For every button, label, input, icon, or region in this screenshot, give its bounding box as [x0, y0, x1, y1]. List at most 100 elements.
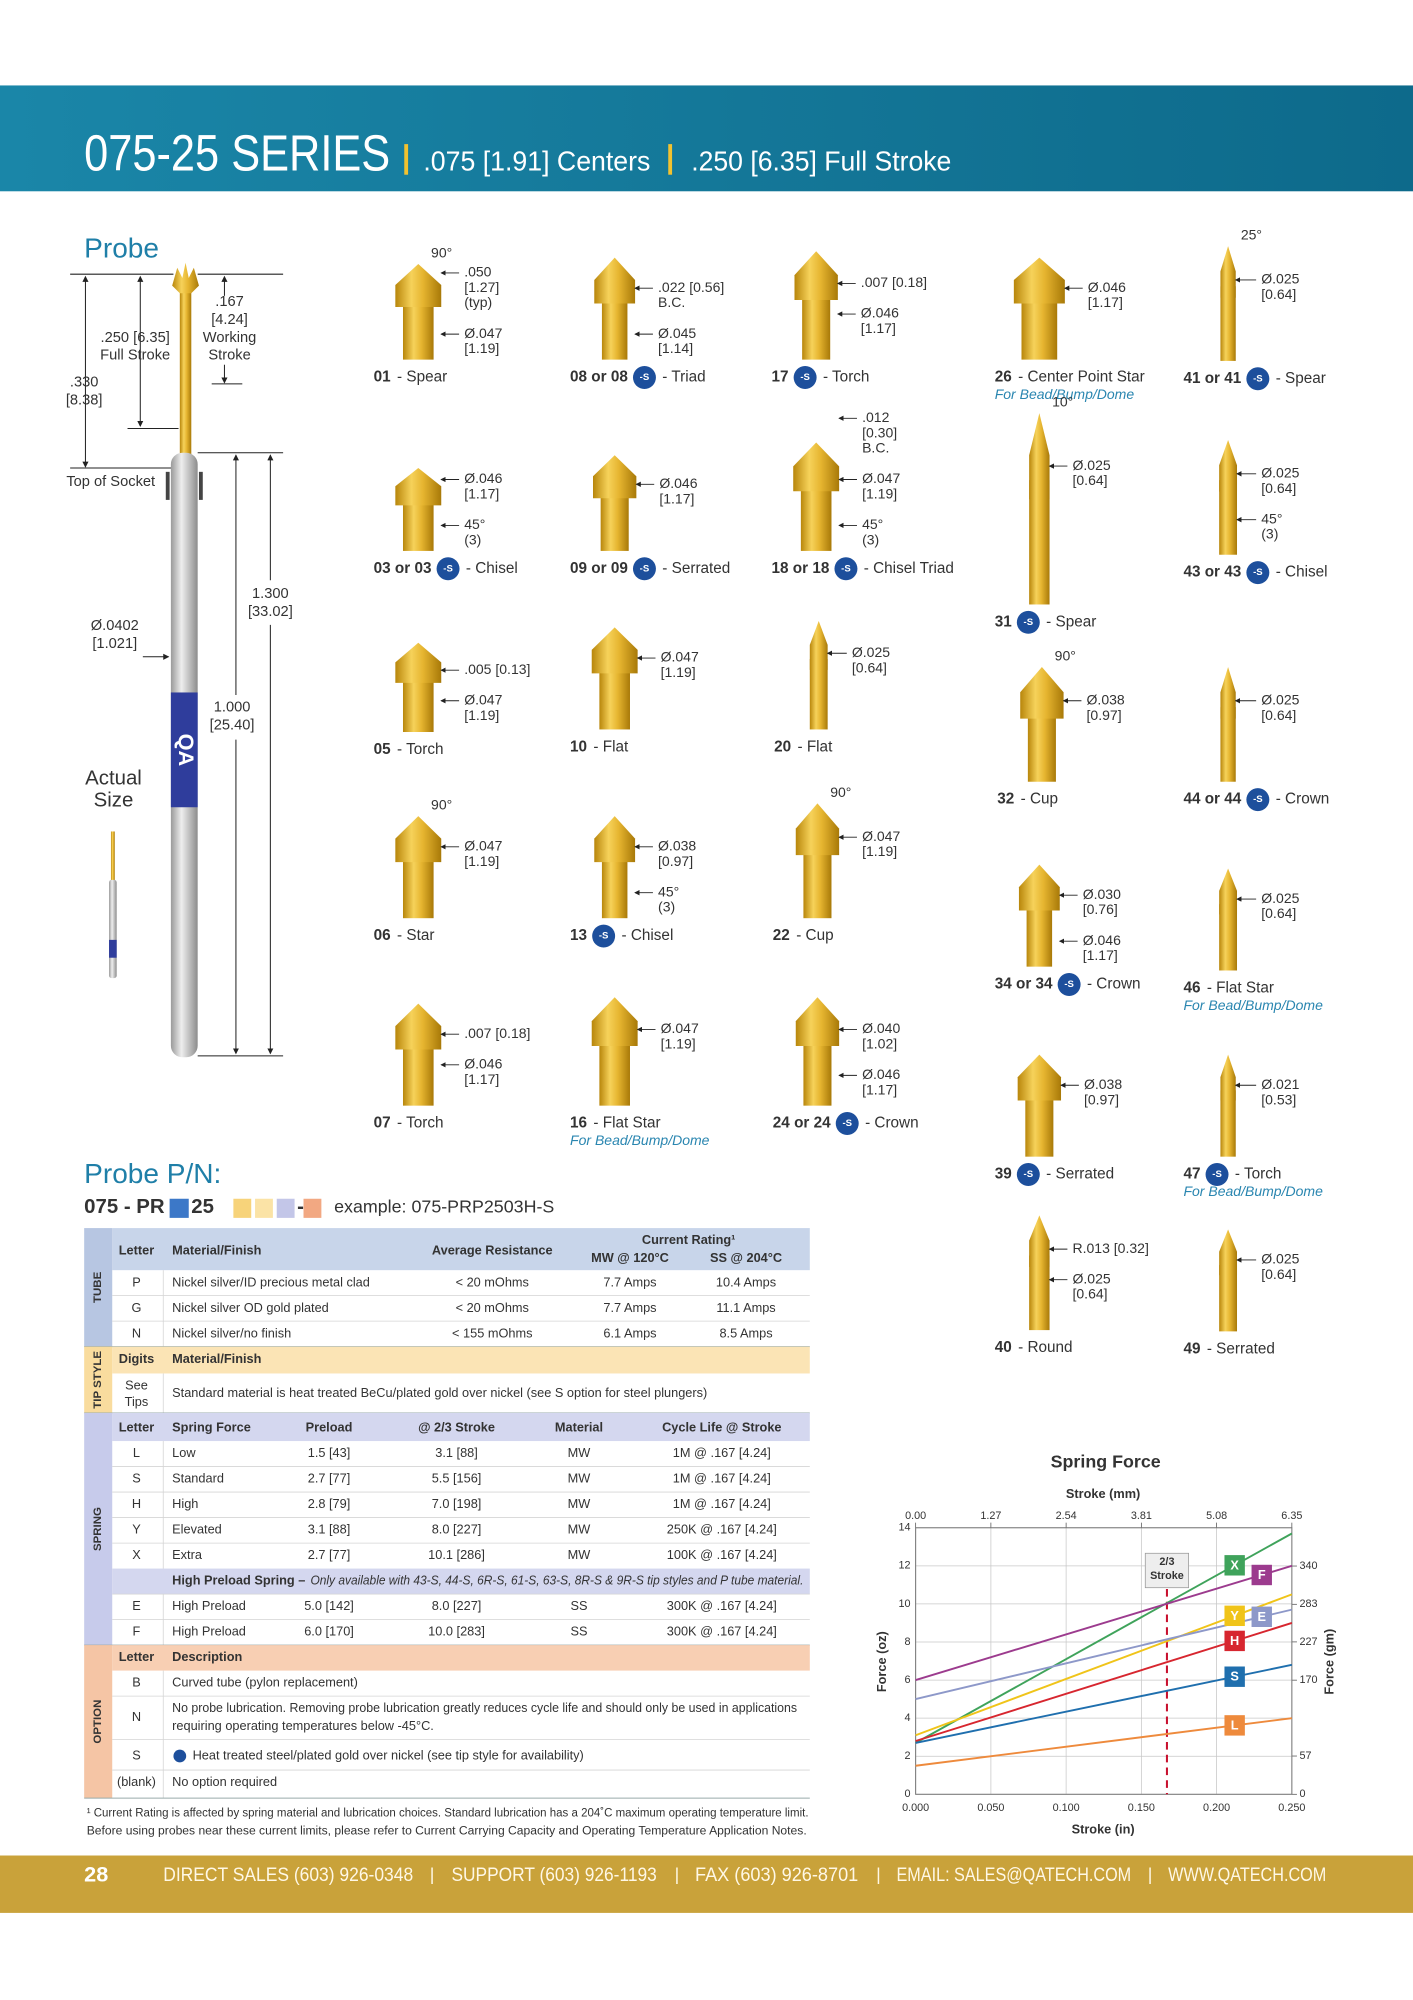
dimension-label: [0.64]: [1261, 1266, 1296, 1282]
dimension-label: (3): [464, 531, 481, 547]
tip-badge-text: -S: [1064, 979, 1074, 990]
footer-contact: FAX (603) 926-8701: [695, 1865, 858, 1886]
tip-body: [809, 658, 828, 730]
table-cell: Elevated: [172, 1522, 222, 1537]
x2-tick-label: 1.27: [980, 1510, 1001, 1522]
tip-head: [1020, 666, 1064, 719]
dimension-label: B.C.: [862, 440, 889, 456]
table-cell: 100K @ .167 [4.24]: [667, 1547, 777, 1562]
dimension-label: 1.300: [252, 586, 289, 602]
tip-number: 18 or 18: [772, 560, 830, 577]
tip-name: - Flat Star: [593, 1115, 660, 1132]
table-cell: Curved tube (pylon replacement): [172, 1675, 358, 1690]
table-cell: 1.5 [43]: [308, 1445, 351, 1460]
dimension-label: [1.17]: [862, 1081, 897, 1097]
dimension-label: Ø.021: [1261, 1076, 1299, 1092]
table-cell: 300K @ .167 [4.24]: [667, 1624, 777, 1639]
tip-number: 03 or 03: [374, 560, 432, 577]
tip-body: [1025, 1090, 1054, 1157]
tip-name: - Serrated: [662, 560, 730, 577]
socket-mark: [165, 471, 170, 500]
tip-badge: [1016, 1163, 1040, 1186]
dimension-label: Ø.025: [1261, 890, 1299, 906]
tip-body: [402, 297, 434, 360]
table-cell: 3.1 [88]: [435, 1445, 478, 1460]
tip-name: - Chisel: [1276, 564, 1328, 581]
tip-number: 07: [374, 1115, 391, 1132]
tip-name: - Cup: [796, 927, 833, 944]
y-tick-label: 12: [898, 1560, 910, 1572]
tip-badge: [632, 366, 656, 389]
tip-number: 13: [570, 927, 587, 944]
table-cell: E: [132, 1598, 141, 1613]
tip-body: [1026, 900, 1053, 967]
tip-head: [395, 468, 442, 506]
tip-name: - Star: [397, 927, 434, 944]
dimension-label: Ø.046: [464, 470, 502, 486]
y-tick-label: 14: [898, 1522, 910, 1534]
legend-label: S: [1230, 1669, 1239, 1684]
tip-number: 34 or 34: [995, 976, 1053, 993]
dimension-label: [1.19]: [464, 340, 499, 356]
table-cell: S: [132, 1471, 141, 1486]
table-cell: F: [133, 1624, 141, 1639]
dimension-label: .007 [0.18]: [464, 1025, 530, 1041]
dimension-label: [0.64]: [1261, 905, 1296, 921]
brand-logo: QA: [174, 734, 199, 767]
dimension-label: [0.97]: [1084, 1091, 1119, 1107]
note-italic: Only available with 43-S, 44-S, 6R-S, 61…: [310, 1573, 803, 1588]
dimension-label: [33.02]: [248, 604, 293, 620]
section-band: [84, 1346, 113, 1413]
table-cell: No option required: [172, 1774, 277, 1789]
tip-number: 16: [570, 1115, 587, 1132]
tip-number: 40: [995, 1339, 1012, 1356]
actual-size-label: Actual: [85, 768, 142, 790]
dimension-label: Ø.047: [464, 837, 502, 853]
table-cell: 7.7 Amps: [603, 1274, 656, 1289]
dimension-label: Working: [203, 330, 257, 346]
dimension-label: (3): [1261, 526, 1278, 542]
tip-body: [402, 497, 434, 551]
tip-badge: [834, 557, 858, 581]
table-cell: Tips: [125, 1394, 149, 1409]
dimension-label: [1.021]: [92, 636, 137, 652]
column-header: Cycle Life @ Stroke: [662, 1420, 781, 1435]
dimension-label: B.C.: [658, 294, 685, 310]
x2-tick-label: 6.35: [1281, 1510, 1302, 1522]
dimension-label: .167: [215, 294, 244, 310]
angle-label: 90°: [431, 797, 452, 813]
dimension-label: [0.30]: [862, 424, 897, 440]
x2-tick-label: 3.81: [1131, 1510, 1152, 1522]
section-header: [112, 1645, 810, 1671]
tip-number: 24 or 24: [773, 1115, 831, 1132]
dimension-label: [0.64]: [1261, 707, 1296, 723]
legend-chip: [1251, 1564, 1272, 1586]
tip-body: [601, 851, 628, 919]
footnote: ¹ Current Rating is affected by spring m…: [87, 1806, 809, 1820]
pn-box: [276, 1198, 295, 1218]
table-cell: < 20 mOhms: [456, 1274, 529, 1289]
table-cell: B: [132, 1675, 141, 1690]
footer-contact: WWW.QATECH.COM: [1168, 1865, 1326, 1886]
footnote: Before using probes near these current l…: [87, 1823, 807, 1837]
section-band: [84, 1645, 113, 1799]
dimension-label: Ø.025: [1261, 1251, 1299, 1267]
dimension-label: Ø.025: [1073, 1270, 1111, 1286]
table-cell: G: [131, 1300, 141, 1315]
dimension-label: [8.38]: [66, 392, 103, 408]
pn-mid: 25: [191, 1196, 214, 1218]
angle-label: 10°: [1052, 394, 1073, 410]
dimension-label: .007 [0.18]: [861, 274, 927, 290]
legend-label: Y: [1230, 1608, 1239, 1623]
tip-badge-text: -S: [1024, 617, 1034, 628]
tip-head: [1013, 257, 1065, 304]
tip-head: [1220, 666, 1236, 719]
table-cell: 10.1 [286]: [428, 1547, 485, 1562]
table-cell: MW: [568, 1445, 591, 1460]
dimension-label: .022 [0.56]: [658, 279, 724, 295]
page-title: 075-25 SERIES: [84, 124, 390, 181]
probe-dimension-lines: [70, 273, 284, 1057]
table-cell: 11.1 Amps: [716, 1300, 775, 1315]
table-cell: 2.7 [77]: [308, 1547, 351, 1562]
table-cell: H: [132, 1496, 141, 1511]
